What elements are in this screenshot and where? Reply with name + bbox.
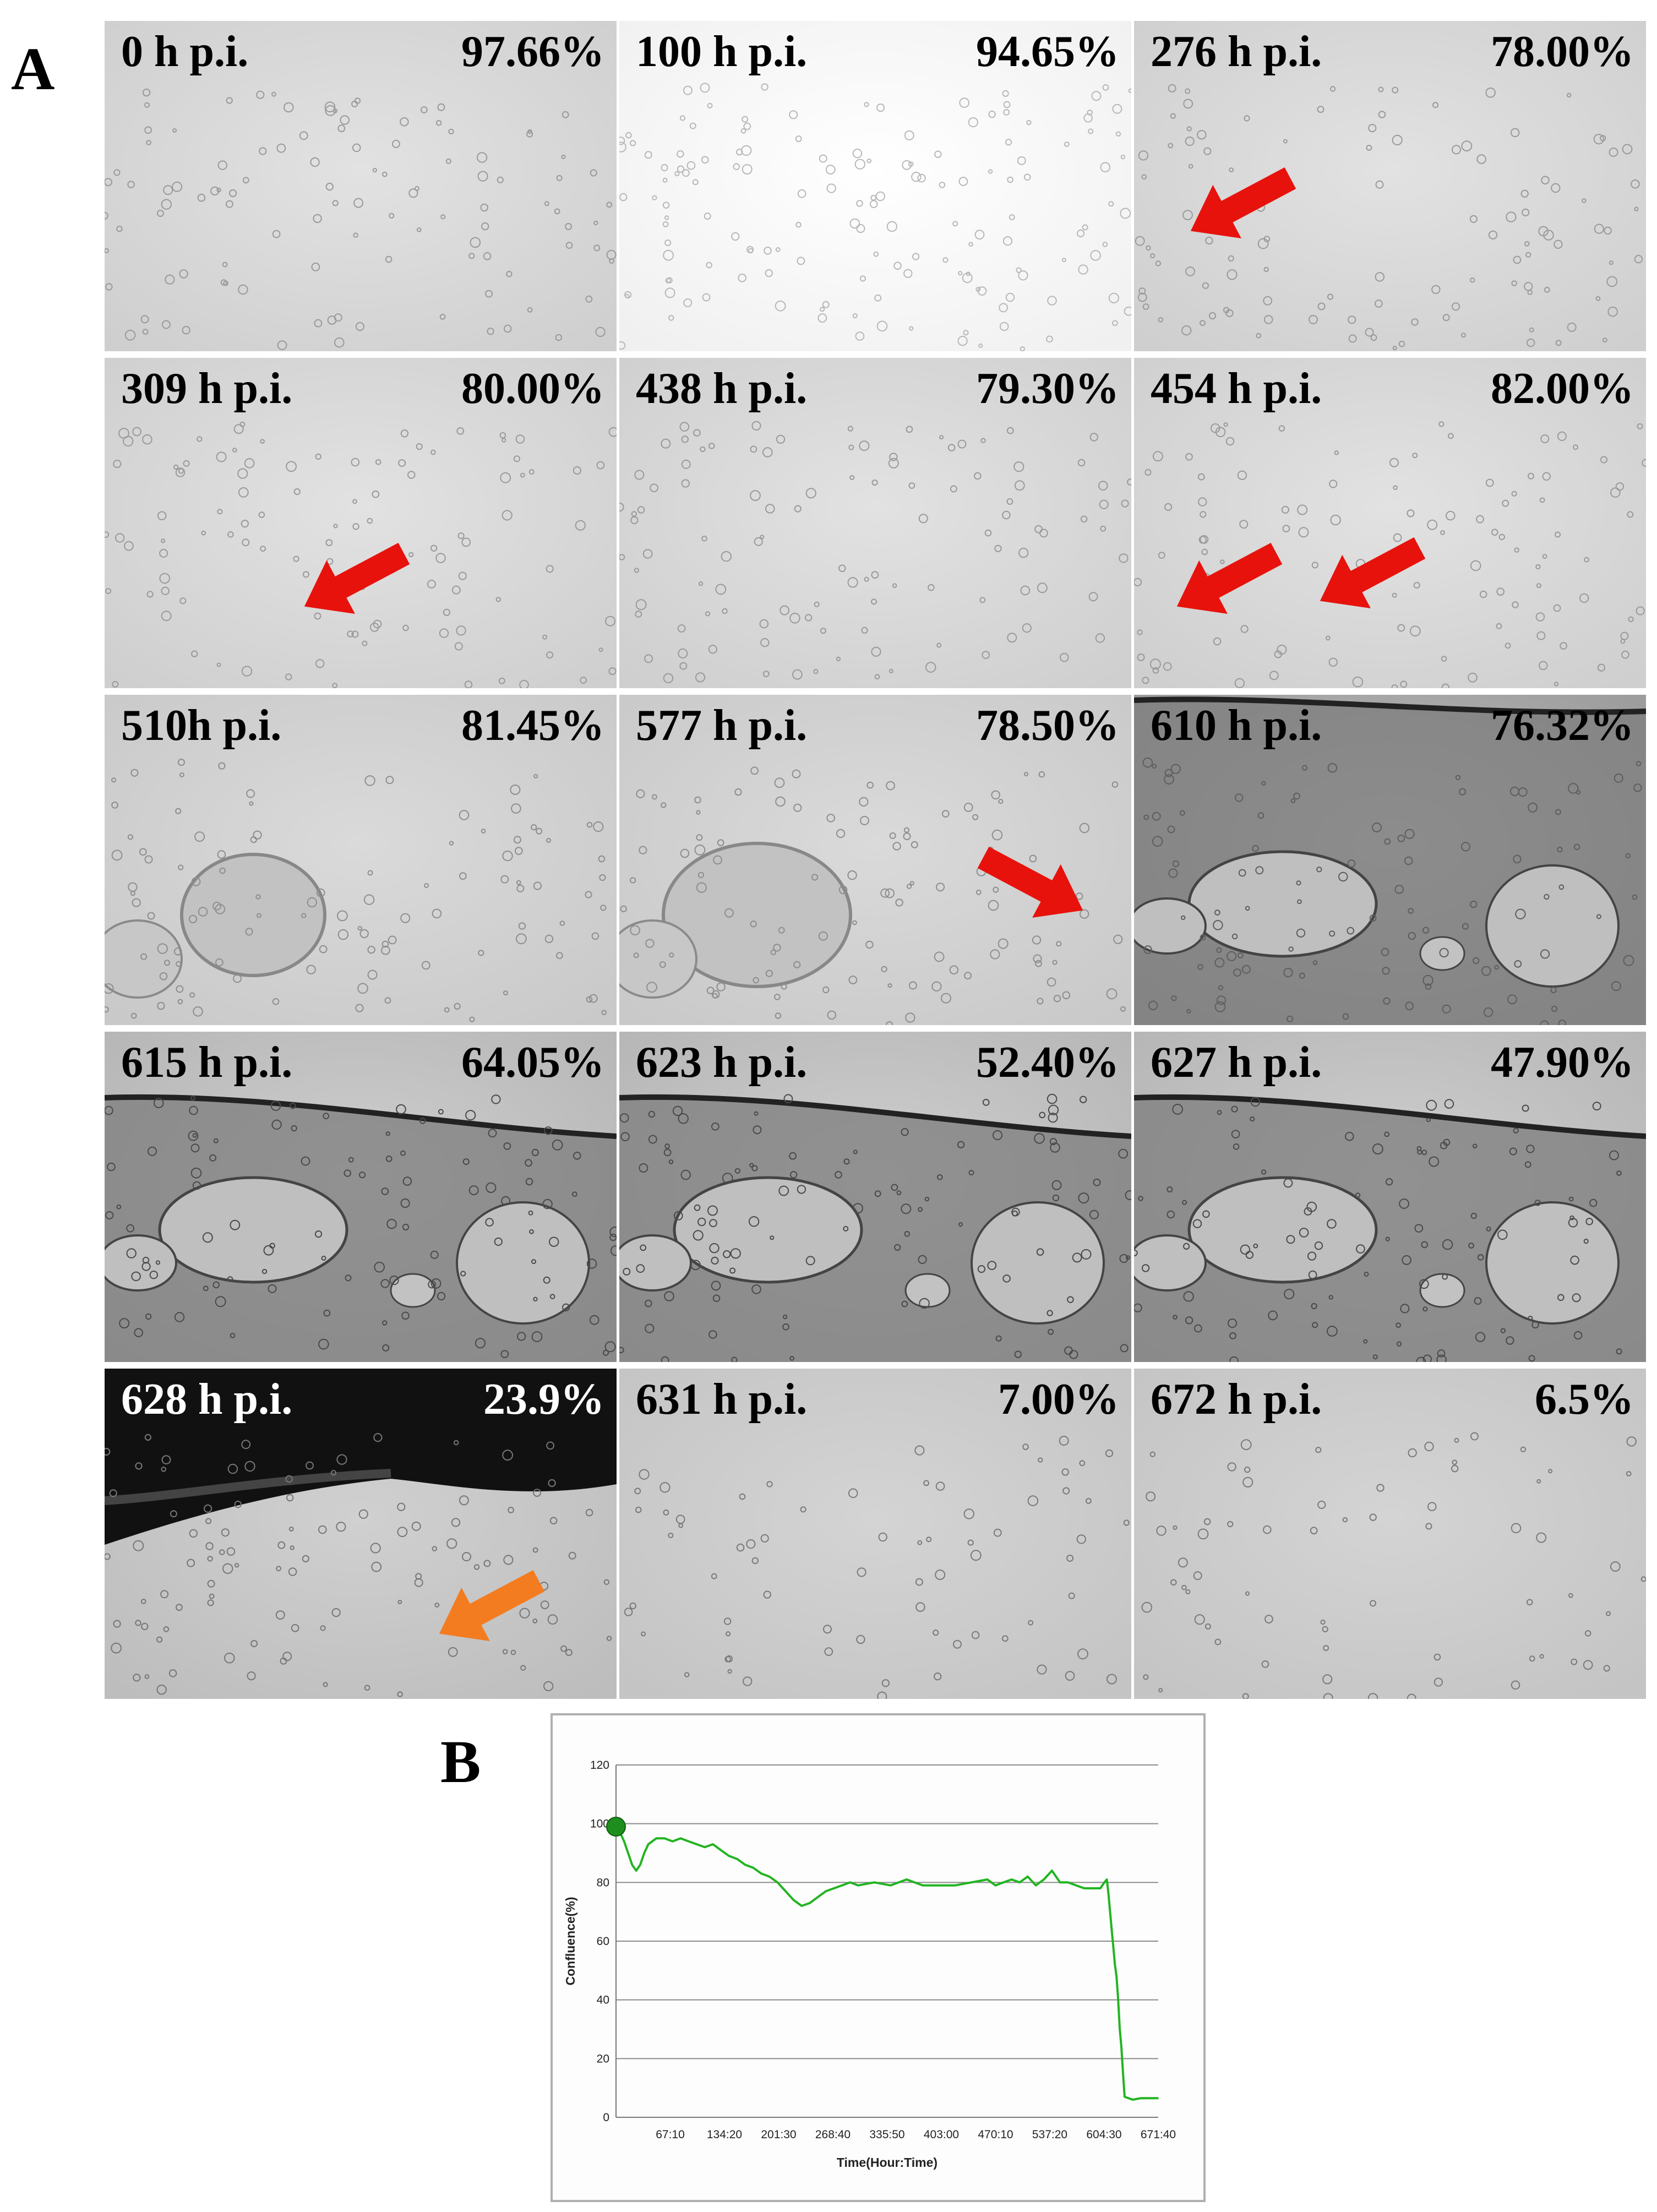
x-tick-label: 604:30 <box>1086 2128 1121 2141</box>
y-tick-label: 20 <box>597 2052 609 2065</box>
x-tick-label: 201:30 <box>761 2128 796 2141</box>
time-label: 615 h p.i. <box>121 1038 293 1087</box>
micrograph-image <box>105 695 617 1025</box>
time-label: 438 h p.i. <box>636 364 808 413</box>
confluence-percent-label: 79.30% <box>976 364 1119 413</box>
y-tick-label: 100 <box>590 1818 609 1830</box>
confluence-percent-label: 52.40% <box>976 1038 1119 1087</box>
x-tick-label: 403:00 <box>924 2128 959 2141</box>
time-label: 631 h p.i. <box>636 1375 808 1424</box>
time-label: 309 h p.i. <box>121 364 293 413</box>
micrograph-grid: 0 h p.i. 97.66% 100 h p.i. 94.65% 276 h p.… <box>105 21 1646 1699</box>
y-tick-label: 60 <box>597 1935 609 1948</box>
micrograph-image <box>1134 1032 1646 1362</box>
micrograph-tile: 672 h p.i. 6.5% <box>1134 1369 1646 1699</box>
micrograph-tile: 454 h p.i. 82.00% <box>1134 358 1646 688</box>
micrograph-image <box>105 358 617 688</box>
x-tick-label: 67:10 <box>656 2128 685 2141</box>
confluence-percent-label: 6.5% <box>1535 1375 1634 1424</box>
confluence-percent-label: 94.65% <box>976 28 1119 76</box>
micrograph-image <box>619 1369 1131 1699</box>
micrograph-tile: 510h p.i. 81.45% <box>105 695 617 1025</box>
time-label: 623 h p.i. <box>636 1038 808 1087</box>
annotation-arrow-icon <box>439 1570 545 1641</box>
y-tick-label: 0 <box>603 2111 609 2124</box>
micrograph-image <box>619 1032 1131 1362</box>
time-label: 672 h p.i. <box>1151 1375 1322 1424</box>
micrograph-image <box>619 695 1131 1025</box>
start-point-marker <box>606 1817 626 1837</box>
micrograph-tile: 0 h p.i. 97.66% <box>105 21 617 351</box>
confluence-percent-label: 64.05% <box>461 1038 604 1087</box>
time-label: 627 h p.i. <box>1151 1038 1322 1087</box>
confluence-percent-label: 97.66% <box>461 28 604 76</box>
y-tick-label: 80 <box>597 1876 609 1889</box>
micrograph-image <box>619 21 1131 351</box>
x-tick-label: 537:20 <box>1032 2128 1067 2141</box>
confluence-chart: 0 20 40 60 80 100 120 67:10 134:20 201:30 268:40 33… <box>550 1713 1206 2202</box>
x-tick-label: 268:40 <box>815 2128 851 2141</box>
confluence-percent-label: 23.9% <box>483 1375 604 1424</box>
time-label: 276 h p.i. <box>1151 28 1322 76</box>
x-tick-label: 134:20 <box>707 2128 742 2141</box>
confluence-percent-label: 80.00% <box>461 364 604 413</box>
micrograph-image <box>105 1032 617 1362</box>
micrograph-tile: 627 h p.i. 47.90% <box>1134 1032 1646 1362</box>
panel-b-letter: B <box>440 1728 481 1795</box>
y-tick-label: 40 <box>597 1994 609 2007</box>
micrograph-image <box>105 21 617 351</box>
micrograph-tile: 610 h p.i. 76.32% <box>1134 695 1646 1025</box>
annotation-arrow-icon <box>977 846 1083 918</box>
micrograph-image <box>619 358 1131 688</box>
micrograph-image <box>1134 358 1646 688</box>
time-label: 100 h p.i. <box>636 28 808 76</box>
micrograph-tile: 615 h p.i. 64.05% <box>105 1032 617 1362</box>
confluence-percent-label: 7.00% <box>998 1375 1119 1424</box>
confluence-chart-svg: 0 20 40 60 80 100 120 67:10 134:20 201:30 268:40 33… <box>563 1759 1176 2170</box>
micrograph-tile: 628 h p.i. 23.9% <box>105 1369 617 1699</box>
micrograph-tile: 577 h p.i. 78.50% <box>619 695 1131 1025</box>
micrograph-tile: 623 h p.i. 52.40% <box>619 1032 1131 1362</box>
micrograph-image <box>105 1369 617 1699</box>
micrograph-image <box>1134 695 1646 1025</box>
time-label: 0 h p.i. <box>121 28 249 76</box>
x-axis-title: Time(Hour:Time) <box>837 2155 937 2170</box>
micrograph-tile: 100 h p.i. 94.65% <box>619 21 1131 351</box>
micrograph-tile: 276 h p.i. 78.00% <box>1134 21 1646 351</box>
annotation-arrow-icon <box>1320 537 1426 608</box>
confluence-series-line <box>615 1826 1159 2101</box>
time-label: 510h p.i. <box>121 701 282 750</box>
panel-a-letter: A <box>11 35 55 102</box>
time-label: 454 h p.i. <box>1151 364 1322 413</box>
confluence-percent-label: 81.45% <box>461 701 604 750</box>
annotation-arrow-icon <box>304 542 410 614</box>
confluence-percent-label: 78.00% <box>1491 28 1634 76</box>
time-label: 628 h p.i. <box>121 1375 293 1424</box>
micrograph-tile: 438 h p.i. 79.30% <box>619 358 1131 688</box>
micrograph-image <box>1134 21 1646 351</box>
annotation-arrow-icon <box>1190 167 1296 238</box>
confluence-percent-label: 47.90% <box>1491 1038 1634 1087</box>
x-tick-label: 671:40 <box>1141 2128 1176 2141</box>
micrograph-tile: 631 h p.i. 7.00% <box>619 1369 1131 1699</box>
micrograph-image <box>1134 1369 1646 1699</box>
confluence-percent-label: 82.00% <box>1491 364 1634 413</box>
confluence-percent-label: 78.50% <box>976 701 1119 750</box>
micrograph-tile: 309 h p.i. 80.00% <box>105 358 617 688</box>
y-axis-title: Confluence(%) <box>563 1897 577 1986</box>
x-tick-label: 335:50 <box>869 2128 904 2141</box>
confluence-percent-label: 76.32% <box>1491 701 1634 750</box>
time-label: 610 h p.i. <box>1151 701 1322 750</box>
time-label: 577 h p.i. <box>636 701 808 750</box>
annotation-arrow-icon <box>1176 542 1283 614</box>
x-tick-label: 470:10 <box>978 2128 1013 2141</box>
y-tick-label: 120 <box>590 1759 609 1772</box>
